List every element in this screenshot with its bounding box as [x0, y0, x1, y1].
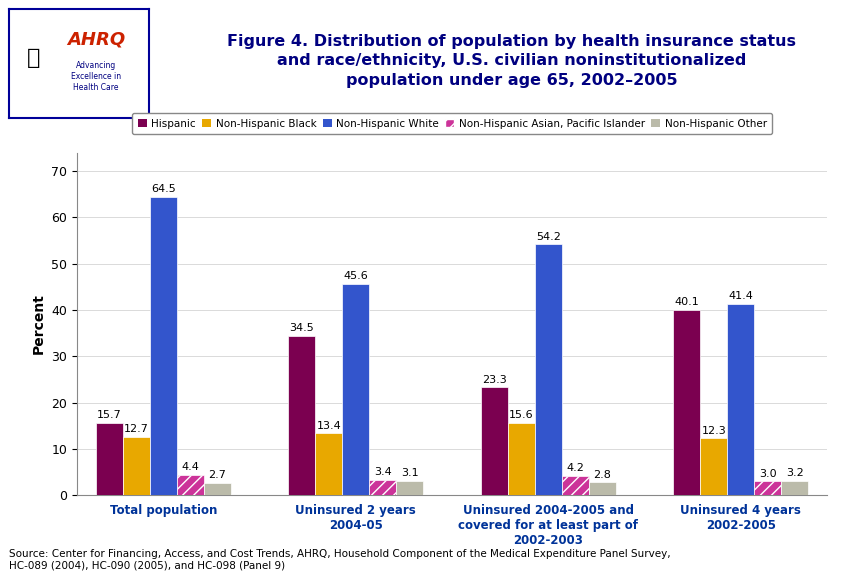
- Text: 34.5: 34.5: [289, 323, 314, 333]
- Legend: Hispanic, Non-Hispanic Black, Non-Hispanic White, Non-Hispanic Asian, Pacific Is: Hispanic, Non-Hispanic Black, Non-Hispan…: [132, 113, 771, 134]
- Text: Source: Center for Financing, Access, and Cost Trends, AHRQ, Household Component: Source: Center for Financing, Access, an…: [9, 548, 670, 570]
- Bar: [123, 437, 150, 495]
- Text: AHRQ: AHRQ: [66, 31, 124, 48]
- Text: 12.7: 12.7: [124, 424, 149, 434]
- Text: 12.3: 12.3: [700, 426, 725, 435]
- Bar: [727, 304, 753, 495]
- Text: 41.4: 41.4: [728, 291, 752, 301]
- Bar: [96, 423, 123, 495]
- Text: 13.4: 13.4: [316, 420, 341, 430]
- Bar: [561, 476, 588, 495]
- Bar: [534, 244, 561, 495]
- Text: 64.5: 64.5: [151, 184, 176, 194]
- Text: Advancing
Excellence in
Health Care: Advancing Excellence in Health Care: [71, 61, 121, 92]
- Text: 45.6: 45.6: [343, 271, 368, 282]
- Text: 23.3: 23.3: [481, 374, 506, 385]
- Text: 2.7: 2.7: [208, 470, 226, 480]
- Bar: [672, 310, 699, 495]
- Text: Figure 4. Distribution of population by health insurance status
and race/ethnici: Figure 4. Distribution of population by …: [227, 33, 796, 88]
- Bar: [396, 481, 423, 495]
- Bar: [176, 475, 204, 495]
- Text: 15.7: 15.7: [97, 410, 122, 420]
- Text: 3.2: 3.2: [785, 468, 803, 478]
- Text: 2.8: 2.8: [593, 469, 610, 480]
- Bar: [588, 482, 615, 495]
- Text: 40.1: 40.1: [674, 297, 699, 307]
- Bar: [369, 480, 396, 495]
- Text: 3.0: 3.0: [758, 469, 775, 479]
- Text: 15.6: 15.6: [509, 410, 533, 420]
- Bar: [342, 284, 369, 495]
- Bar: [315, 433, 342, 495]
- Bar: [204, 483, 231, 495]
- Text: 4.4: 4.4: [181, 462, 199, 472]
- Bar: [507, 423, 534, 495]
- Text: 4.2: 4.2: [566, 463, 584, 473]
- Text: 3.4: 3.4: [373, 467, 391, 477]
- Text: 54.2: 54.2: [535, 232, 560, 241]
- Bar: [481, 388, 507, 495]
- Bar: [288, 336, 315, 495]
- Bar: [150, 196, 176, 495]
- Bar: [780, 480, 807, 495]
- Bar: [753, 482, 780, 495]
- Text: 🦅: 🦅: [27, 48, 41, 68]
- Y-axis label: Percent: Percent: [32, 294, 45, 354]
- Text: 3.1: 3.1: [400, 468, 418, 478]
- Bar: [699, 438, 727, 495]
